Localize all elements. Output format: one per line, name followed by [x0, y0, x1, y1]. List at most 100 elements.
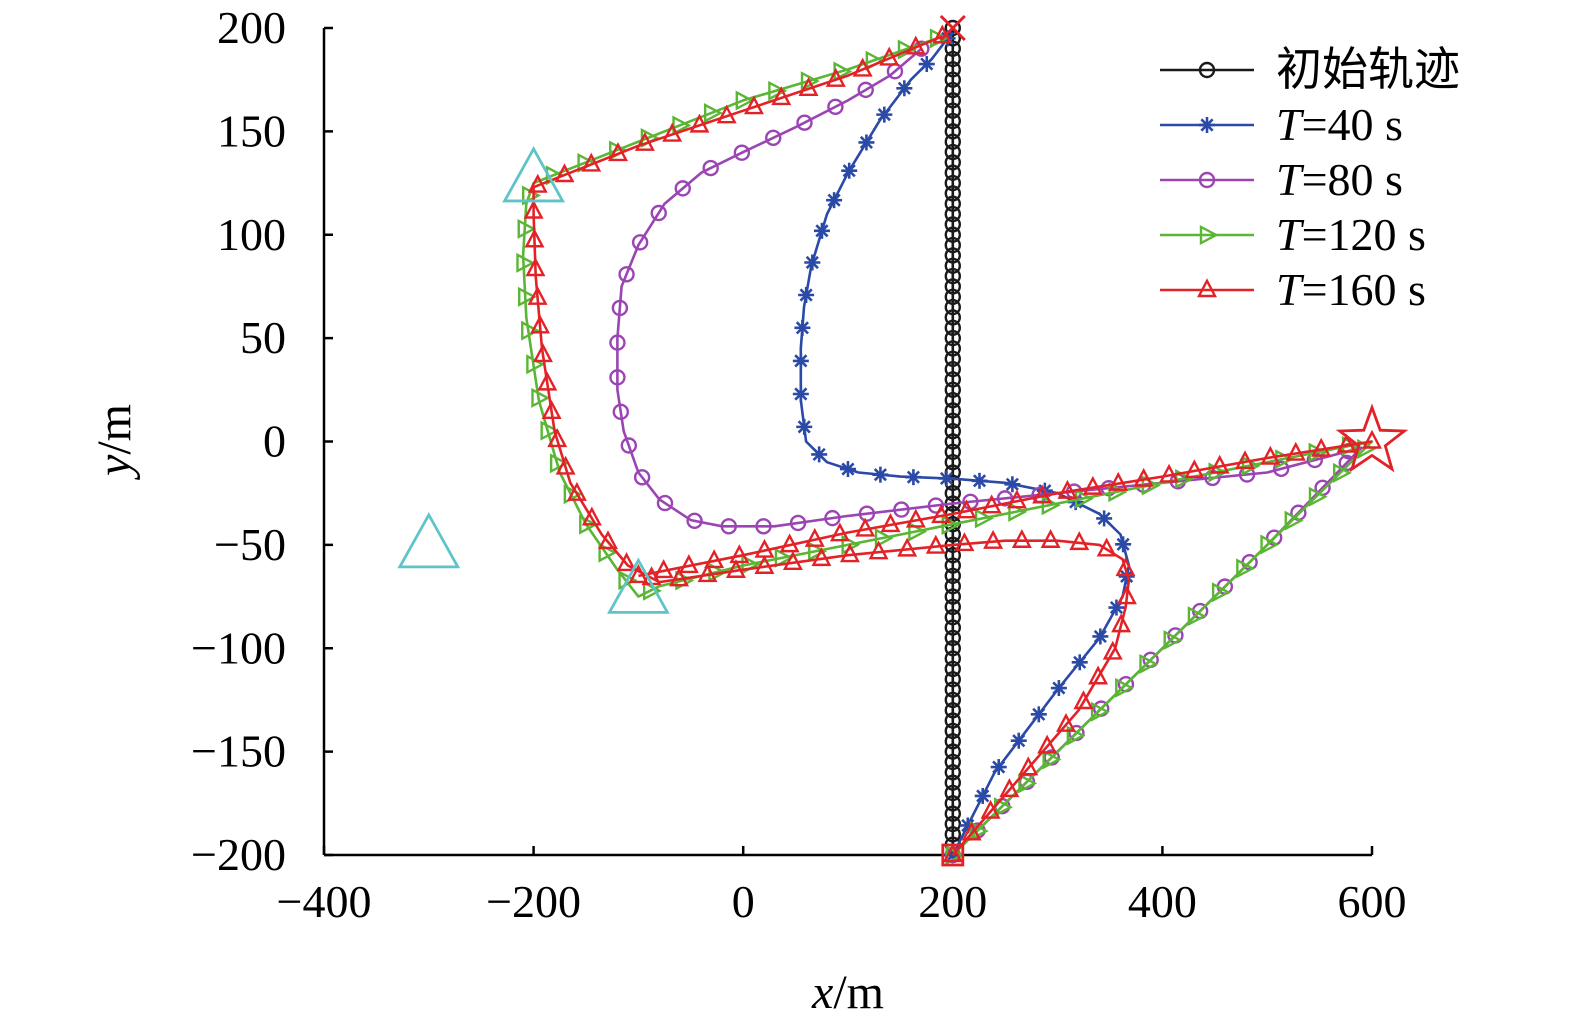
data-point — [521, 320, 541, 341]
data-point — [944, 619, 961, 636]
data-point — [579, 514, 599, 535]
data-point — [524, 228, 545, 248]
legend-item: T=80 s — [1160, 154, 1403, 205]
data-point — [1116, 585, 1137, 605]
series-t-40-s — [792, 30, 1135, 863]
legend-marker — [1198, 171, 1216, 189]
data-point — [944, 753, 961, 771]
data-point — [944, 102, 961, 119]
data-point — [944, 712, 961, 729]
data-point — [618, 570, 638, 591]
data-point — [754, 538, 775, 558]
data-point — [1004, 476, 1021, 493]
data-point — [1311, 437, 1332, 457]
data-point — [839, 461, 856, 478]
data-point — [581, 152, 602, 172]
data-point — [702, 159, 719, 177]
data-point — [1208, 462, 1228, 483]
data-point — [944, 629, 961, 647]
data-point — [789, 514, 807, 532]
data-point — [1332, 462, 1352, 483]
legend-item: T=120 s — [1160, 209, 1426, 260]
data-point — [905, 508, 926, 528]
data-point — [944, 422, 961, 440]
data-point — [996, 490, 1014, 507]
legend-marker — [1198, 61, 1216, 79]
data-point — [518, 286, 537, 307]
data-point — [782, 551, 803, 571]
data-point — [1285, 441, 1306, 461]
data-point — [944, 412, 961, 430]
data-point — [1018, 773, 1038, 794]
data-point — [872, 466, 889, 483]
data-point — [944, 164, 961, 181]
data-point — [804, 254, 821, 271]
start-marker — [941, 843, 965, 867]
legend-label: T=40 s — [1276, 99, 1403, 150]
data-point — [811, 547, 832, 567]
data-point — [944, 691, 961, 709]
data-point — [931, 504, 952, 524]
data-point — [792, 385, 809, 402]
data-point — [944, 815, 961, 833]
data-point — [540, 420, 560, 441]
data-point — [824, 509, 841, 527]
data-point — [1159, 463, 1180, 483]
data-point — [944, 278, 961, 295]
data-point — [897, 537, 918, 557]
legend-item: 初始轨迹 — [1160, 44, 1460, 95]
data-point — [678, 554, 699, 574]
data-point — [631, 234, 649, 251]
data-point — [999, 778, 1020, 798]
data-point — [944, 298, 961, 316]
legend-label: T=160 s — [1276, 264, 1426, 315]
data-point — [1071, 654, 1088, 671]
data-point — [798, 77, 819, 96]
data-point — [825, 67, 846, 87]
data-point — [689, 113, 710, 133]
legend-label: 初始轨迹 — [1276, 44, 1460, 95]
data-point — [858, 134, 875, 151]
data-point — [944, 329, 961, 347]
data-point — [829, 522, 850, 542]
data-point — [826, 192, 843, 209]
y-tick-label: −200 — [191, 829, 286, 880]
legend-item: T=160 s — [1160, 264, 1426, 315]
data-point — [944, 267, 961, 285]
data-point — [811, 446, 828, 463]
data-point — [1056, 712, 1076, 732]
data-point — [944, 660, 961, 678]
data-point — [633, 469, 651, 486]
data-point — [618, 266, 635, 283]
data-point — [944, 433, 961, 450]
data-point — [1092, 628, 1109, 645]
data-point — [813, 222, 830, 239]
data-point — [620, 437, 638, 454]
legend-label: T=80 s — [1276, 154, 1403, 205]
data-point — [944, 226, 961, 243]
x-axis-label: x/m — [811, 966, 884, 1019]
data-point — [1108, 471, 1129, 491]
data-point — [944, 567, 961, 585]
data-point — [530, 314, 551, 334]
data-point — [896, 80, 913, 97]
data-point — [1139, 653, 1159, 674]
data-point — [944, 350, 961, 367]
data-point — [608, 142, 628, 162]
data-point — [944, 681, 961, 698]
data-point — [944, 443, 961, 461]
data-point — [743, 95, 764, 115]
data-point — [1042, 749, 1062, 770]
data-point — [704, 549, 725, 569]
data-point — [944, 257, 961, 274]
data-point — [555, 455, 576, 475]
data-point — [944, 795, 961, 812]
data-point — [876, 106, 893, 123]
data-point — [609, 369, 626, 386]
data-point — [716, 104, 737, 124]
data-point — [1308, 486, 1328, 507]
data-point — [634, 131, 655, 151]
data-point — [765, 129, 782, 147]
data-point — [868, 540, 889, 560]
